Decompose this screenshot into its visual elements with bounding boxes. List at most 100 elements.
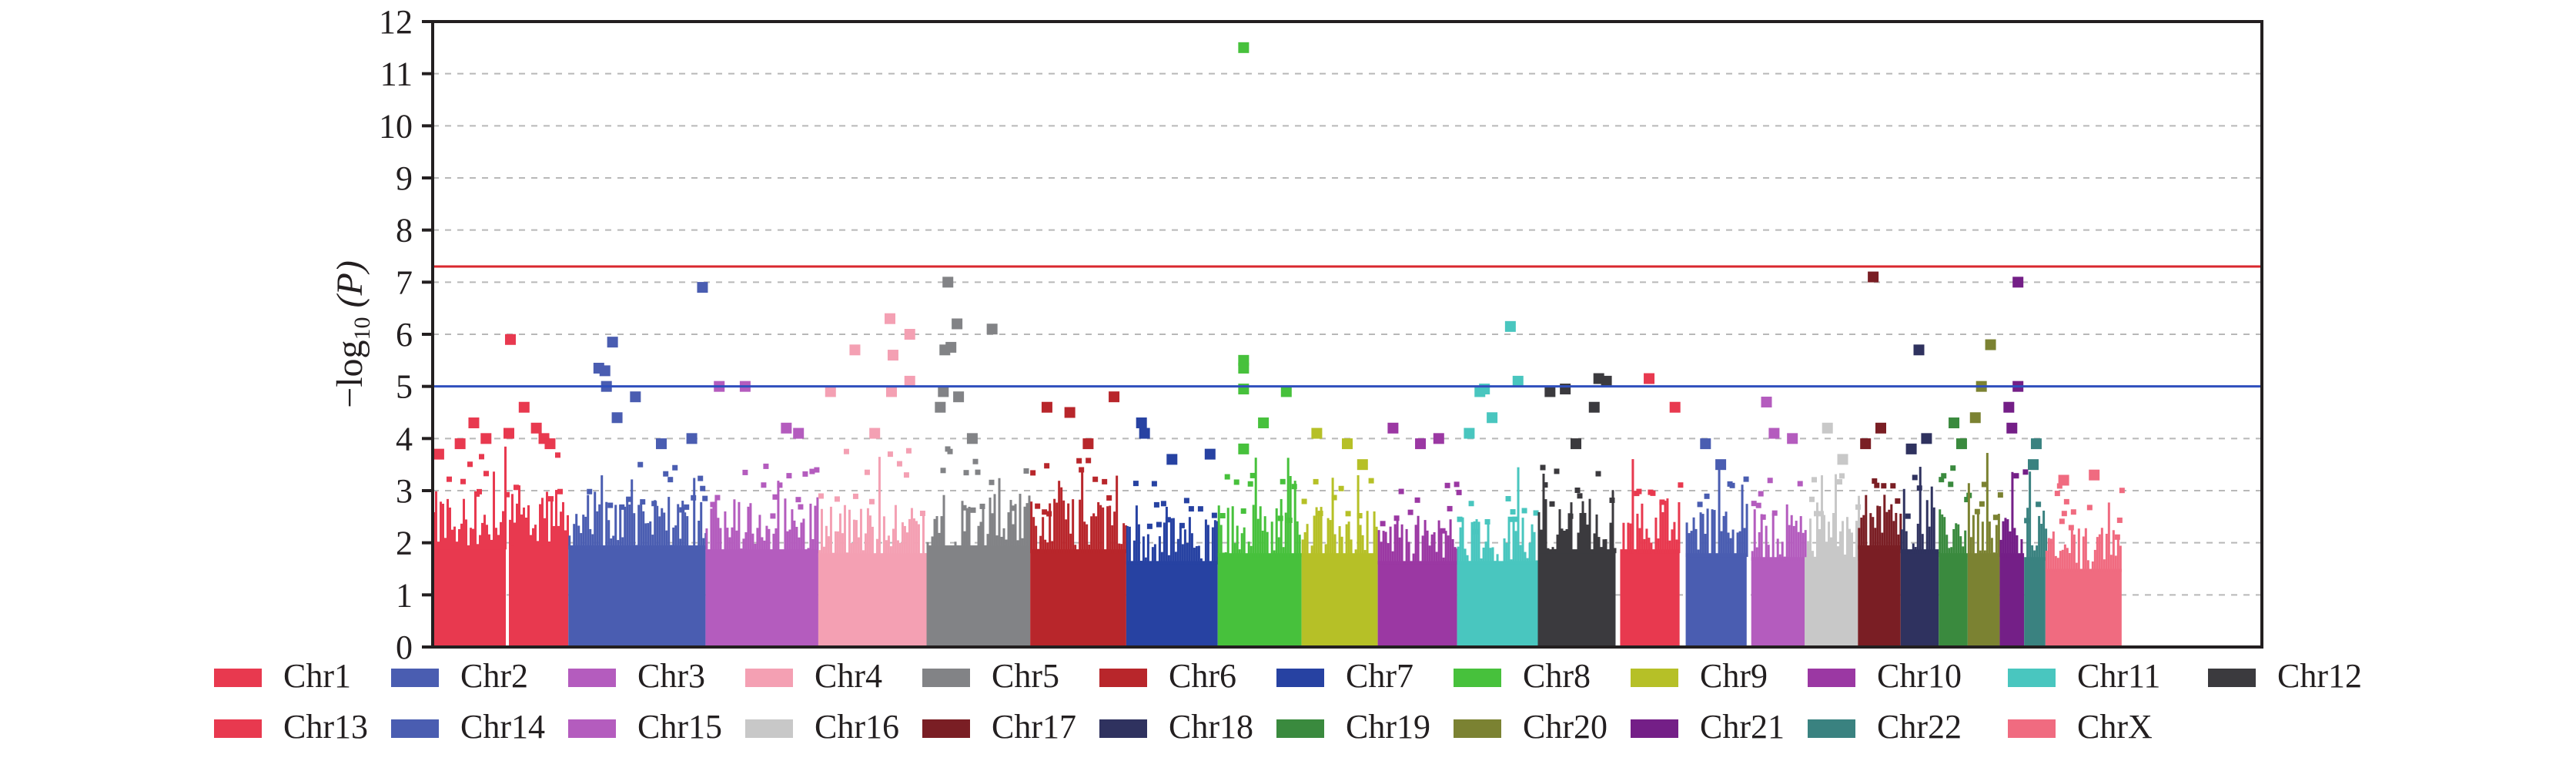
point-column [784, 498, 787, 554]
point-column [502, 511, 504, 550]
point-column [1484, 541, 1487, 565]
point-column [1086, 524, 1089, 554]
point-column [972, 545, 975, 550]
snp-point [1183, 498, 1189, 504]
snp-point [1949, 417, 1960, 429]
snp-point [1457, 516, 1463, 522]
snp-point [885, 313, 895, 324]
point-column [1400, 524, 1403, 565]
point-column [1475, 519, 1478, 565]
point-band [1377, 561, 1457, 647]
point-column [1352, 555, 1355, 558]
point-column [991, 513, 994, 550]
legend-label: Chr11 [2077, 657, 2160, 695]
point-column [2056, 558, 2059, 572]
snp-point [1197, 506, 1203, 512]
legend-label: Chr9 [1700, 657, 1768, 695]
snp-point [1771, 510, 1778, 516]
point-column [1186, 542, 1189, 565]
snp-point [869, 427, 881, 439]
snp-point [864, 469, 870, 475]
point-band [1967, 553, 2000, 647]
point-column [1622, 522, 1625, 554]
snp-point [834, 496, 840, 502]
point-column [1588, 498, 1591, 554]
point-column [2054, 555, 2057, 572]
point-column [1688, 533, 1691, 558]
point-column [1997, 514, 2000, 558]
point-column [728, 537, 731, 554]
snp-point [887, 451, 893, 458]
point-column [1324, 544, 1327, 558]
point-column [719, 528, 722, 554]
point-band [1939, 553, 1968, 647]
point-column [679, 538, 682, 550]
point-column [922, 514, 925, 558]
point-band [1217, 553, 1302, 647]
snp-point [637, 461, 644, 468]
point-column [1350, 539, 1353, 558]
point-column [601, 475, 604, 550]
point-column [1685, 522, 1688, 558]
point-column [577, 525, 580, 550]
point-column [580, 533, 583, 550]
point-column [1122, 523, 1126, 554]
point-column [1807, 541, 1809, 561]
snp-point [1905, 443, 1917, 454]
point-column [1329, 520, 1332, 558]
chromosome-chr19 [1939, 417, 1972, 647]
snp-point [763, 463, 769, 469]
point-column [788, 529, 791, 554]
point-column [2107, 502, 2110, 572]
point-column [1345, 524, 1348, 558]
point-column [825, 525, 828, 558]
point-column [975, 548, 978, 550]
point-column [1426, 530, 1429, 565]
point-column [444, 538, 447, 550]
point-column [1762, 559, 1765, 561]
point-column [765, 525, 768, 554]
point-column [1638, 528, 1641, 554]
snp-point [1868, 271, 1879, 283]
point-column [447, 498, 449, 550]
point-column [1079, 499, 1082, 554]
point-column [1382, 531, 1385, 565]
point-band [1537, 549, 1616, 647]
snp-point [1839, 473, 1845, 479]
snp-point [2003, 401, 2015, 413]
point-column [1678, 502, 1681, 554]
point-column [744, 531, 748, 554]
point-column [1039, 535, 1042, 554]
point-column [1902, 488, 1905, 554]
point-column [1226, 508, 1229, 558]
point-column [504, 446, 507, 550]
point-column [977, 525, 980, 550]
point-column [827, 536, 830, 558]
snp-point [2028, 459, 2039, 471]
point-column [541, 498, 544, 546]
point-column [1125, 525, 1128, 554]
point-column [1366, 511, 1369, 558]
point-column [1163, 522, 1166, 565]
snp-point [1512, 516, 1518, 522]
snp-point [1387, 422, 1399, 434]
point-column [1932, 507, 1935, 554]
point-column [530, 535, 532, 546]
point-column [838, 513, 841, 558]
point-column [1816, 502, 1818, 561]
point-column [1584, 512, 1587, 554]
point-column [942, 494, 945, 550]
point-column [1925, 500, 1929, 554]
snp-point [1505, 495, 1511, 501]
snp-point [2013, 473, 2019, 479]
point-column [1802, 532, 1805, 561]
point-column [758, 515, 761, 554]
point-column [1144, 557, 1147, 565]
legend-label: Chr19 [1346, 708, 1430, 746]
legend-item: Chr17 [922, 708, 1076, 746]
point-column [956, 545, 959, 550]
point-column [1528, 542, 1531, 565]
point-column [1697, 549, 1700, 558]
point-column [1563, 530, 1566, 554]
snp-point [1588, 401, 1600, 413]
